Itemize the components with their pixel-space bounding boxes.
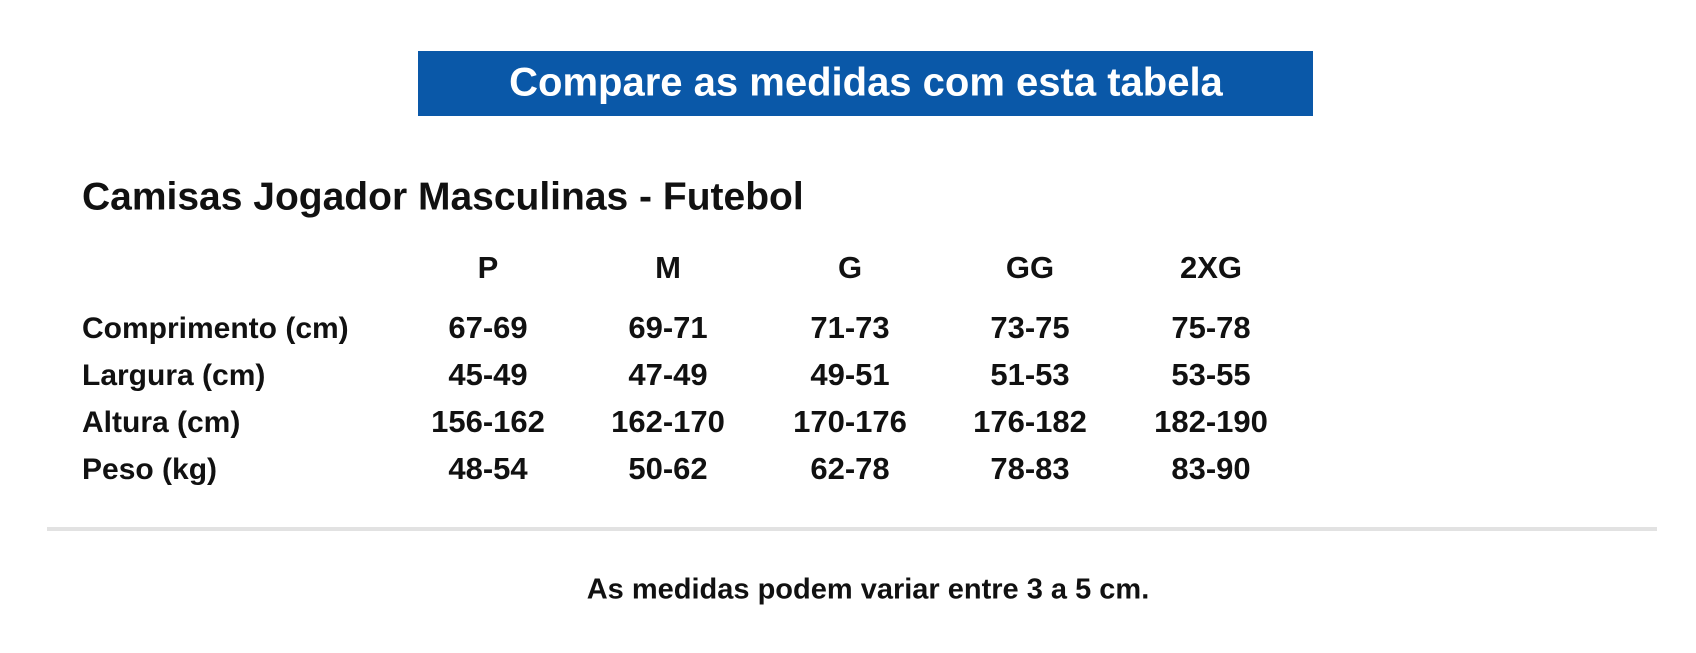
column-header: M	[655, 250, 681, 285]
cell: 73-75	[990, 310, 1069, 345]
column-header: P	[478, 250, 499, 285]
table-title: Camisas Jogador Masculinas - Futebol	[82, 175, 804, 218]
cell: 48-54	[448, 451, 528, 486]
cell: 45-49	[448, 357, 527, 392]
cell: 49-51	[810, 357, 889, 392]
cell: 62-78	[810, 451, 889, 486]
cell: 50-62	[628, 451, 707, 486]
row-label: Comprimento (cm)	[82, 312, 349, 345]
cell: 83-90	[1171, 451, 1250, 486]
cell: 47-49	[628, 357, 707, 392]
row-label: Largura (cm)	[82, 359, 265, 392]
cell: 75-78	[1171, 310, 1250, 345]
row-label: Altura (cm)	[82, 406, 240, 439]
banner-title: Compare as medidas com esta tabela	[509, 61, 1223, 105]
cell: 176-182	[973, 404, 1087, 439]
cell: 69-71	[628, 310, 707, 345]
cell: 67-69	[448, 310, 527, 345]
column-header: G	[838, 250, 862, 285]
cell: 53-55	[1171, 357, 1250, 392]
cell: 162-170	[611, 404, 725, 439]
column-header: 2XG	[1180, 250, 1242, 285]
cell: 78-83	[990, 451, 1069, 486]
cell: 71-73	[810, 310, 889, 345]
column-header: GG	[1006, 250, 1054, 285]
cell: 182-190	[1154, 404, 1268, 439]
cell: 156-162	[431, 404, 545, 439]
banner	[418, 51, 1313, 116]
cell: 170-176	[793, 404, 907, 439]
row-label: Peso (kg)	[82, 453, 217, 486]
cell: 51-53	[990, 357, 1069, 392]
footer-note: As medidas podem variar entre 3 a 5 cm.	[587, 574, 1150, 606]
